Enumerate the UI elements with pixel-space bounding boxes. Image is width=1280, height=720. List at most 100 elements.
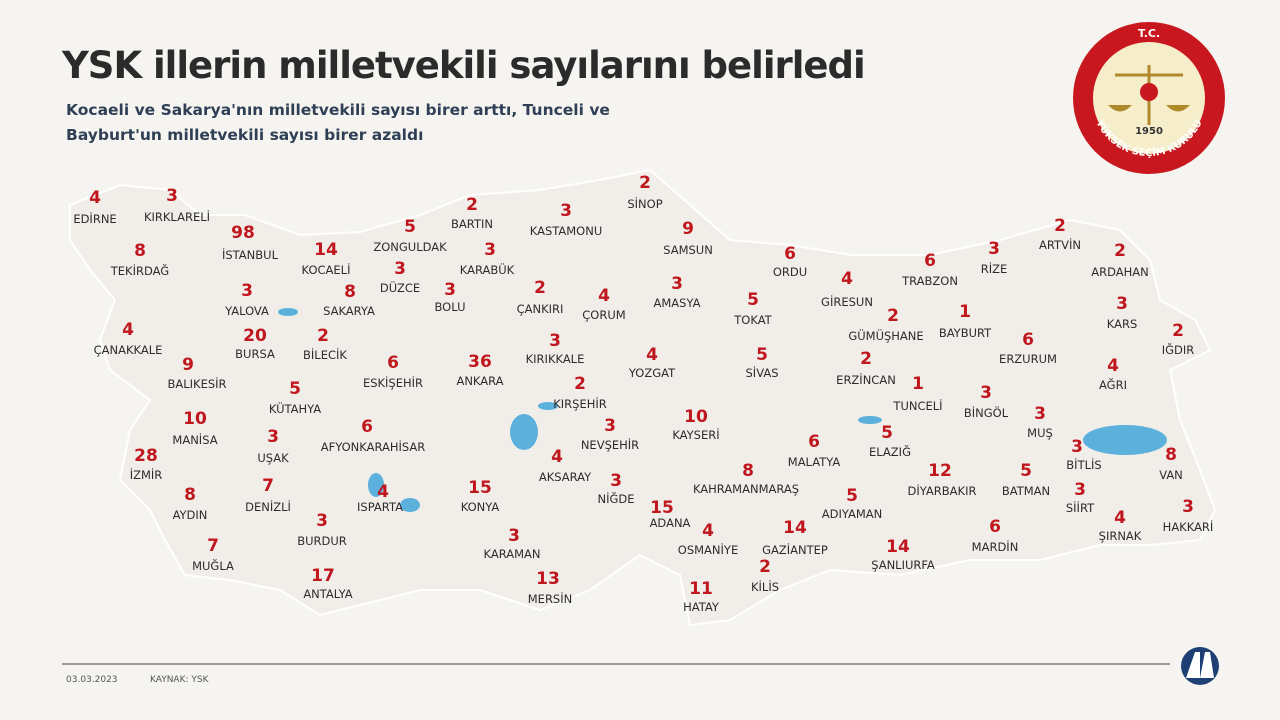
- seat-count: 7: [207, 536, 219, 556]
- seat-count: 4: [89, 188, 101, 208]
- province-name: GÜMÜŞHANE: [848, 327, 923, 343]
- province-name: İZMİR: [130, 467, 163, 482]
- province-name: KOCAELİ: [302, 262, 351, 277]
- province-name: TEKİRDAĞ: [110, 263, 169, 278]
- seat-count: 5: [756, 345, 768, 365]
- province-name: AKSARAY: [539, 470, 592, 484]
- logo-flag: [1140, 83, 1158, 101]
- seat-count: 20: [243, 326, 267, 346]
- seat-count: 14: [314, 240, 338, 260]
- province-name: KIRŞEHİR: [553, 396, 607, 411]
- seat-count: 3: [1116, 294, 1128, 314]
- province-name: RİZE: [981, 261, 1008, 276]
- province-name: MALATYA: [788, 455, 841, 469]
- province-name: ADIYAMAN: [822, 507, 883, 521]
- seat-count: 8: [1165, 445, 1177, 465]
- seat-count: 3: [1074, 480, 1086, 500]
- province-name: ERZURUM: [999, 352, 1057, 366]
- province-name: BURSA: [235, 347, 275, 361]
- seat-count: 17: [311, 566, 335, 586]
- seat-count: 2: [1114, 241, 1126, 261]
- province-name: HAKKARİ: [1163, 519, 1214, 534]
- seat-count: 3: [560, 201, 572, 221]
- lake: [400, 498, 420, 512]
- seat-count: 4: [1107, 356, 1119, 376]
- seat-count: 6: [361, 417, 373, 437]
- seat-count: 14: [886, 537, 910, 557]
- province-name: KONYA: [461, 500, 500, 514]
- lake: [1083, 425, 1167, 455]
- seat-count: 6: [924, 251, 936, 271]
- seat-count: 28: [134, 446, 158, 466]
- seat-count: 2: [887, 306, 899, 326]
- seat-count: 3: [1071, 437, 1083, 457]
- seat-count: 10: [684, 407, 708, 427]
- seat-count: 5: [747, 290, 759, 310]
- province-name: GAZİANTEP: [762, 542, 828, 557]
- seat-count: 2: [466, 195, 478, 215]
- seat-count: 8: [134, 241, 146, 261]
- aa-logo-mark: [1186, 652, 1214, 678]
- turkey-map: [69, 168, 1217, 627]
- seat-count: 3: [988, 239, 1000, 259]
- province-name: UŞAK: [257, 451, 289, 465]
- province-name: AYDIN: [173, 508, 208, 522]
- logo-top: T.C.: [1138, 27, 1160, 40]
- seat-count: 7: [262, 476, 274, 496]
- province-name: OSMANİYE: [678, 542, 738, 557]
- seat-count: 15: [650, 498, 674, 518]
- seat-count: 3: [1034, 404, 1046, 424]
- seat-count: 9: [682, 219, 694, 239]
- province-name: YOZGAT: [628, 366, 676, 380]
- seat-count: 3: [444, 280, 456, 300]
- province-name: IĞDIR: [1162, 342, 1195, 357]
- province-name: BAYBURT: [939, 326, 992, 340]
- province-name: İSTANBUL: [222, 247, 279, 262]
- province-name: GİRESUN: [821, 294, 873, 309]
- seat-count: 5: [881, 423, 893, 443]
- province-name: ŞIRNAK: [1099, 529, 1142, 543]
- subtitle: Bayburt'un milletvekili sayısı birer aza…: [66, 126, 423, 144]
- province-name: ZONGULDAK: [373, 240, 447, 254]
- seat-count: 2: [317, 326, 329, 346]
- footer-date: 03.03.2023: [66, 675, 118, 685]
- lake: [858, 416, 882, 424]
- province-name: KASTAMONU: [530, 224, 603, 238]
- province-name: BARTIN: [451, 217, 493, 231]
- province-name: SAKARYA: [323, 304, 375, 318]
- seat-count: 2: [639, 173, 651, 193]
- province-name: ERZİNCAN: [836, 372, 896, 387]
- seat-count: 6: [387, 353, 399, 373]
- seat-count: 3: [316, 511, 328, 531]
- seat-count: 4: [551, 447, 563, 467]
- province-name: ARDAHAN: [1091, 265, 1149, 279]
- seat-count: 4: [702, 521, 714, 541]
- seat-count: 5: [1020, 461, 1032, 481]
- province-name: DİYARBAKIR: [908, 483, 977, 498]
- seat-count: 14: [783, 518, 807, 538]
- seat-count: 3: [484, 240, 496, 260]
- lakes: [278, 308, 1167, 512]
- province-name: HATAY: [683, 600, 720, 614]
- seat-count: 2: [860, 349, 872, 369]
- seat-count: 8: [184, 485, 196, 505]
- lake: [368, 473, 384, 497]
- lake: [278, 308, 298, 316]
- seat-count: 5: [404, 217, 416, 237]
- province-name: EDİRNE: [73, 211, 116, 226]
- seat-count: 4: [1114, 508, 1126, 528]
- province-name: BİLECİK: [303, 347, 347, 362]
- province-name: KARAMAN: [484, 547, 541, 561]
- province-name: KARS: [1107, 317, 1138, 331]
- seat-count: 3: [267, 427, 279, 447]
- seat-count: 8: [344, 282, 356, 302]
- province-name: KÜTAHYA: [269, 400, 321, 416]
- province-name: ÇORUM: [582, 308, 625, 322]
- province-name: KAHRAMANMARAŞ: [693, 482, 799, 496]
- seat-count: 6: [808, 432, 820, 452]
- seat-count: 6: [784, 244, 796, 264]
- province-name: BİNGÖL: [964, 404, 1009, 420]
- province-name: ARTVİN: [1039, 237, 1081, 252]
- province-name: ÇANKIRI: [517, 302, 564, 316]
